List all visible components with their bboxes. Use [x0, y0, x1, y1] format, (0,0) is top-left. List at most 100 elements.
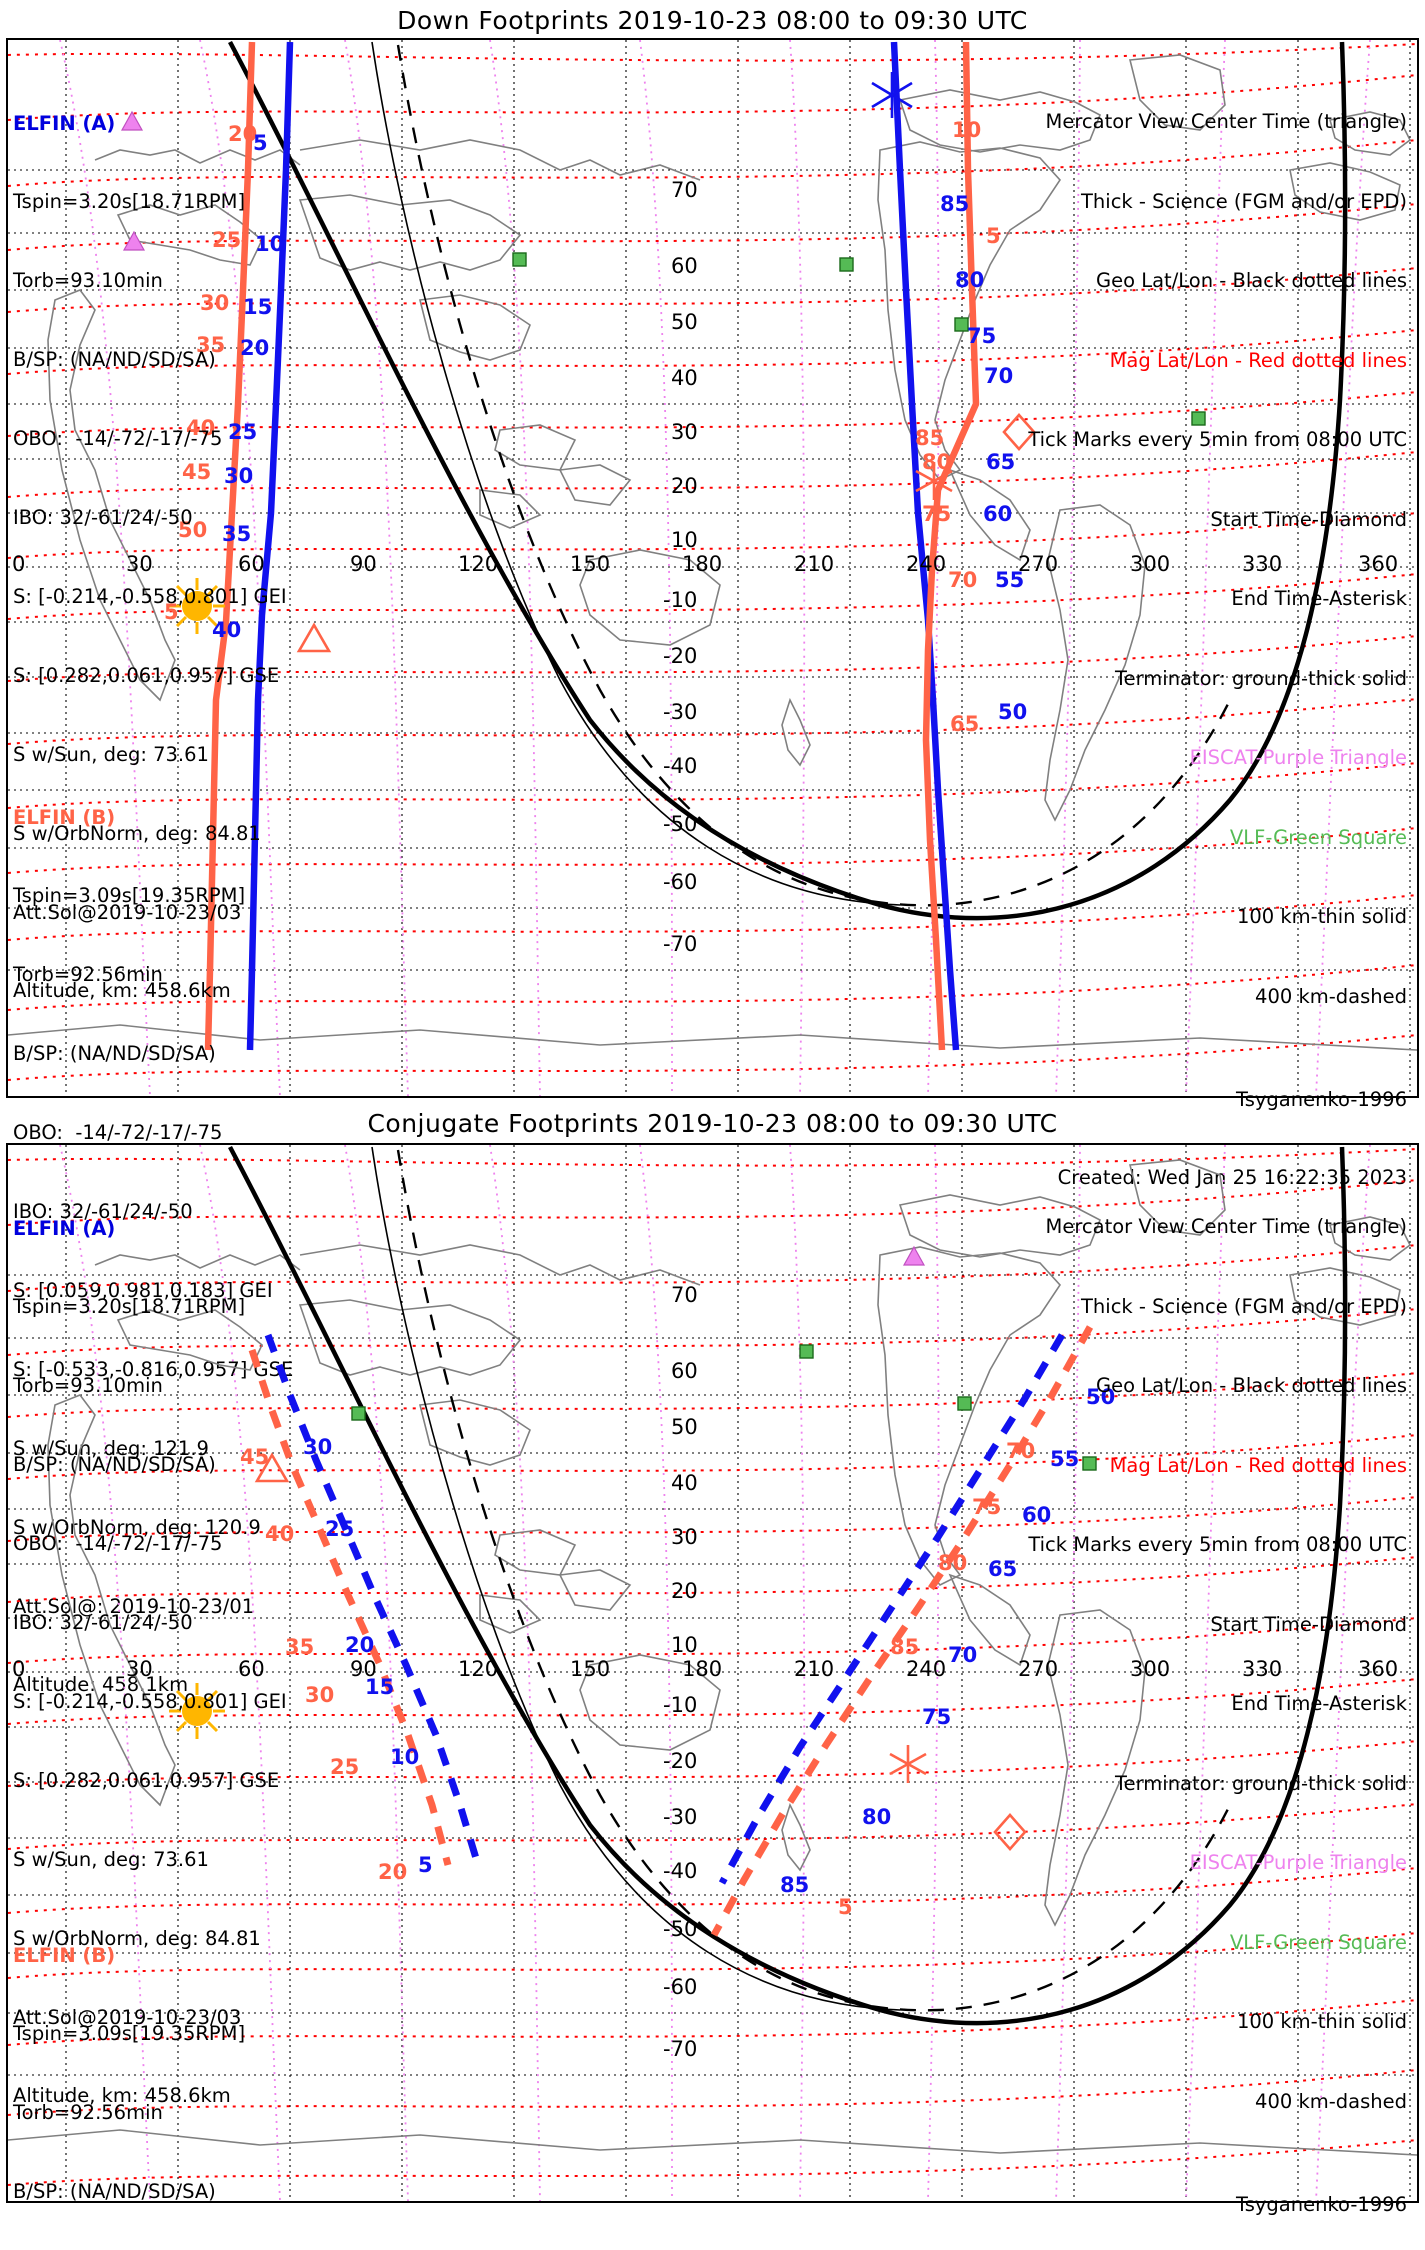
panel-title-conjugate: Conjugate Footprints 2019-10-23 08:00 to…	[367, 1109, 1058, 1138]
ctrack-tick-b-25: 25	[330, 1755, 360, 1779]
lat-tick-m40: -40	[663, 754, 698, 778]
probe-a-c-line-1: Torb=93.10min	[13, 1374, 163, 1398]
lon-tick-120: 120	[458, 552, 499, 576]
lat-tick-40-c: 40	[671, 1471, 698, 1495]
ctrack-tick-a-10: 10	[390, 1745, 420, 1769]
credits-model: Tsyganenko-1996	[1236, 1088, 1407, 1111]
credits-created: Created: Wed Jan 25 16:22:35 2023	[1057, 1166, 1407, 1189]
legend-conjugate: Mercator View Center Time (triangle) Thi…	[887, 1161, 1407, 2168]
ctrack-tick-a-25: 25	[325, 1517, 355, 1541]
map-canvas-conjugate	[8, 1145, 1417, 2201]
probe-a-c-line-8: S w/OrbNorm, deg: 84.81	[13, 1926, 261, 1950]
legend-line-0: Mercator View Center Time (triangle)	[1045, 110, 1408, 133]
probe-b-c-line-1: Torb=92.56min	[13, 2101, 163, 2125]
legend-c-line-4: Tick Marks every 5min from 08:00 UTC	[1028, 1533, 1407, 1556]
lat-tick-30: 30	[671, 420, 698, 444]
probe-b-line-0: Tspin=3.09s[19.35RPM]	[13, 884, 246, 908]
probe-b-c-line-2: B/SP: (NA/ND/SD/SA)	[13, 2180, 216, 2204]
track-tick-br-70: 70	[948, 568, 978, 592]
lon-tick-120-c: 120	[458, 1657, 499, 1681]
ctrack-tick-ar-80: 80	[862, 1805, 892, 1829]
ctrack-tick-ar-55: 55	[1050, 1447, 1080, 1471]
probe-b-line-1: Torb=92.56min	[13, 963, 163, 987]
track-tick-b-25: 25	[212, 228, 242, 252]
ctrack-tick-a-30: 30	[303, 1435, 333, 1459]
lon-tick-360: 360	[1358, 552, 1399, 576]
track-tick-a-20: 20	[240, 336, 270, 360]
ctrack-tick-b-30: 30	[305, 1683, 335, 1707]
probe-a-line-1: Torb=93.10min	[13, 269, 163, 293]
lon-tick-90: 90	[350, 552, 377, 576]
legend-c-line-1: Thick - Science (FGM and/or EPD)	[1081, 1294, 1407, 1318]
track-tick-b2-55: 5	[164, 600, 179, 624]
legend-c-line-8: EISCAT-Purple Triangle	[1189, 1851, 1407, 1874]
track-tick-br-75: 75	[922, 502, 952, 526]
lat-tick-m50-c: -50	[663, 1917, 698, 1941]
track-tick-a-35: 35	[222, 522, 252, 546]
legend-line-3: Mag Lat/Lon - Red dotted lines	[1109, 348, 1407, 372]
probe-a-info-conjugate: ELFIN (A) Tspin=3.20s[18.71RPM] Torb=93.…	[13, 1163, 287, 2162]
lat-tick-60-c: 60	[671, 1359, 698, 1383]
probe-a-line-4: IBO: 32/-61/24/-50	[13, 506, 193, 530]
ctrack-tick-ar-85: 85	[780, 1873, 810, 1897]
probe-b-line-7: S w/Sun, deg: 121.9	[13, 1436, 209, 1460]
probe-a-label-c: ELFIN (A)	[13, 1216, 116, 1240]
track-tick-ar-85: 85	[940, 192, 970, 216]
track-tick-b-50: 50	[178, 518, 208, 542]
panel-title-down: Down Footprints 2019-10-23 08:00 to 09:3…	[397, 6, 1028, 35]
probe-b-info-conjugate: ELFIN (B) Tspin=3.09s[19.35RPM] Torb=92.…	[13, 1890, 293, 2250]
legend-line-1: Thick - Science (FGM and/or EPD)	[1081, 189, 1407, 213]
ctrack-tick-br-85: 85	[890, 1635, 920, 1659]
probe-b-info-down: ELFIN (B) Tspin=3.09s[19.35RPM] Torb=92.…	[13, 752, 293, 1751]
lat-tick-m50: -50	[663, 812, 698, 836]
lon-tick-150-c: 150	[570, 1657, 611, 1681]
lat-tick-60: 60	[671, 254, 698, 278]
probe-a-c-line-6: S: [0.282,0.061,0.957] GSE	[13, 1768, 280, 1792]
lon-tick-60-c: 60	[238, 1657, 265, 1681]
probe-a-c-line-5: S: [-0.214,-0.558,0.801] GEI	[13, 1689, 287, 1713]
legend-line-5: Start Time-Diamond	[1210, 507, 1407, 531]
lat-tick-20: 20	[671, 474, 698, 498]
lon-tick-240: 240	[906, 552, 947, 576]
probe-b-line-10: Altitude: 458.1km	[13, 1673, 189, 1697]
probe-a-c-line-0: Tspin=3.20s[18.71RPM]	[13, 1295, 246, 1319]
lat-tick-m40-c: -40	[663, 1859, 698, 1883]
track-tick-ar-65: 65	[986, 450, 1016, 474]
lon-tick-150: 150	[570, 552, 611, 576]
ctrack-tick-br-70: 70	[1006, 1439, 1036, 1463]
credits-conjugate: Tsyganenko-1996 Created: Wed Jan 25 16:2…	[887, 2140, 1407, 2250]
legend-line-11: 400 km-dashed	[1255, 984, 1407, 1008]
probe-a-line-5: S: [-0.214,-0.558,0.801] GEI	[13, 584, 287, 608]
track-tick-br-10: 10	[952, 118, 982, 142]
lat-tick-m60-c: -60	[663, 1975, 698, 1999]
lat-tick-m30-c: -30	[663, 1805, 698, 1829]
probe-a-c-line-2: B/SP: (NA/ND/SD/SA)	[13, 1453, 216, 1477]
lon-tick-210-c: 210	[794, 1657, 835, 1681]
track-tick-br-85: 85	[915, 426, 945, 450]
lat-tick-m10: -10	[663, 588, 698, 612]
lon-tick-300-c: 300	[1130, 1657, 1171, 1681]
probe-a-line-0: Tspin=3.20s[18.71RPM]	[13, 190, 246, 214]
lon-tick-330-c: 330	[1242, 1657, 1283, 1681]
ctrack-tick-b-20: 20	[378, 1860, 408, 1884]
lat-tick-40: 40	[671, 366, 698, 390]
probe-a-c-line-10: Altitude, km: 458.6km	[13, 2084, 231, 2108]
plot-frame-down	[6, 38, 1419, 1098]
lat-tick-50: 50	[671, 310, 698, 334]
track-tick-ar-60: 60	[983, 502, 1013, 526]
track-tick-ar-80: 80	[955, 268, 985, 292]
lat-tick-10: 10	[671, 528, 698, 552]
ctrack-tick-br-75: 75	[972, 1495, 1002, 1519]
track-tick-b-20: 20	[228, 122, 258, 146]
ctrack-tick-b-45: 45	[240, 1445, 270, 1469]
probe-b-line-3: OBO: -14/-72/-17/-75	[13, 1121, 223, 1145]
track-tick-ar-55: 55	[995, 568, 1025, 592]
lat-tick-30-c: 30	[671, 1525, 698, 1549]
probe-b-line-9: Att.Sol@: 2019-10-23/01	[13, 1594, 255, 1618]
ctrack-tick-ar-50: 50	[1086, 1385, 1116, 1409]
probe-b-c-line-0: Tspin=3.09s[19.35RPM]	[13, 2022, 246, 2046]
panel-down-footprints: Down Footprints 2019-10-23 08:00 to 09:3…	[0, 0, 1425, 1696]
track-tick-ar-70: 70	[984, 364, 1014, 388]
legend-line-6: End Time-Asterisk	[1231, 587, 1407, 610]
lon-tick-30-c: 30	[126, 1657, 153, 1681]
